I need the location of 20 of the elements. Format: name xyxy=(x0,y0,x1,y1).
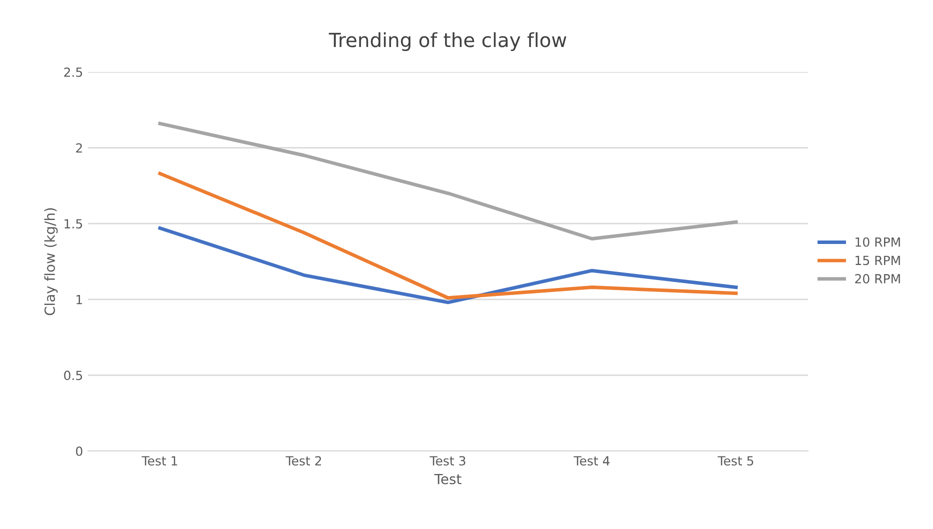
legend-label: 15 RPM xyxy=(856,256,900,266)
y-tick-label: 1.5 xyxy=(64,219,82,229)
x-axis-title: Test xyxy=(434,474,462,484)
x-tick-label: Test 1 xyxy=(142,456,178,466)
y-tick-label: 2.5 xyxy=(64,67,82,77)
y-tick-label: 0 xyxy=(76,446,82,456)
legend-label: 20 RPM xyxy=(855,274,900,284)
y-axis-title: Clay flow (kg/h) xyxy=(44,208,58,316)
legend-label: 10 RPM xyxy=(856,237,900,247)
line-series xyxy=(158,122,738,240)
chart-title: Trending of the clay flow xyxy=(328,32,566,52)
y-tick-label: 1 xyxy=(76,295,82,304)
line-series xyxy=(158,172,738,300)
y-tick-label: 2 xyxy=(76,143,82,153)
x-tick-label: Test 2 xyxy=(286,456,322,466)
x-tick-label: Test 5 xyxy=(718,456,754,466)
x-tick-label: Test 3 xyxy=(430,456,466,466)
line-series xyxy=(158,226,738,304)
x-tick-label: Test 4 xyxy=(574,456,610,466)
y-tick-label: 0.5 xyxy=(64,370,82,380)
